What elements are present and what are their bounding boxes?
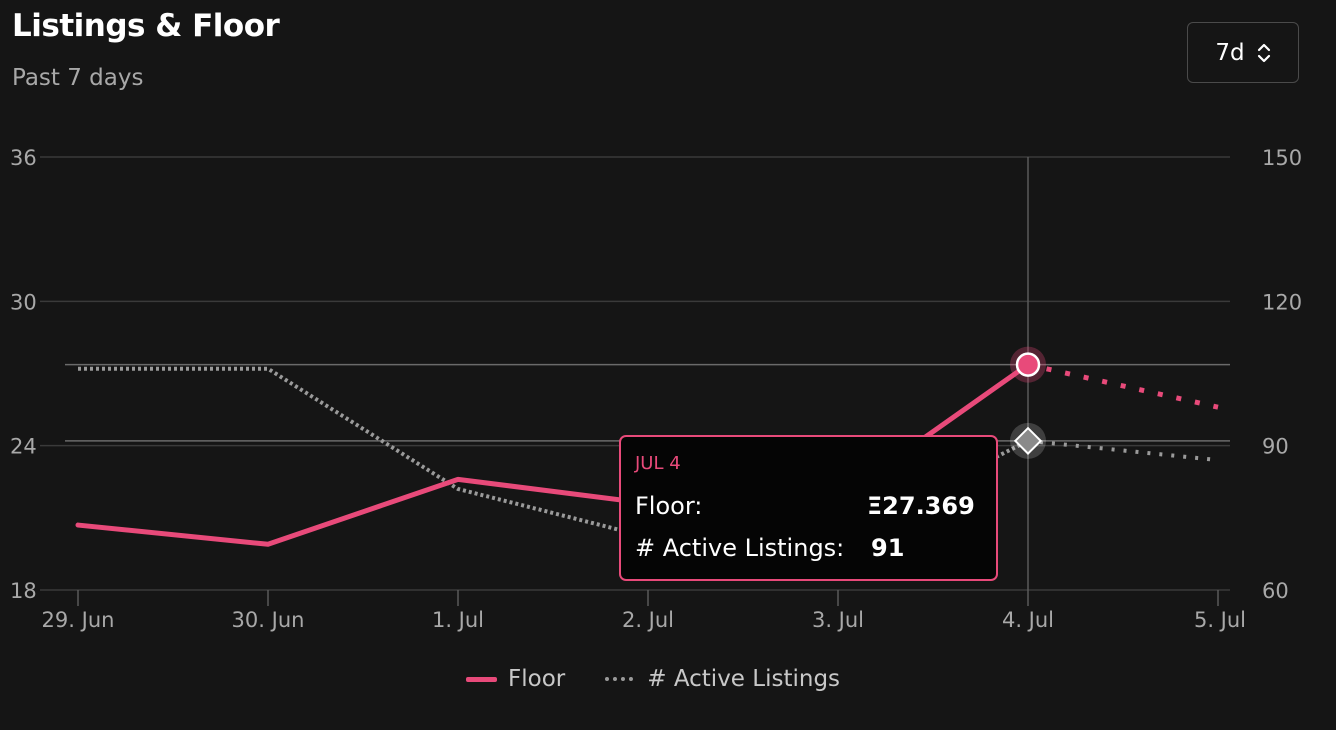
y-right-tick-label: 60 (1262, 579, 1289, 603)
x-tick-label: 4. Jul (1002, 608, 1054, 632)
tooltip-listings-label: # Active Listings: (635, 534, 845, 562)
listings-marker (1013, 426, 1043, 455)
chart-tooltip: JUL 4 Floor: Ξ27.369 # Active Listings: … (619, 435, 998, 581)
y-left-tick-label: 24 (10, 435, 37, 459)
chart-title: Listings & Floor (12, 8, 280, 44)
y-left-tick-label: 30 (10, 290, 37, 314)
floor-marker (1015, 352, 1041, 377)
x-tick-label: 30. Jun (232, 608, 305, 632)
chart-subtitle: Past 7 days (12, 65, 144, 91)
x-tick-label: 2. Jul (622, 608, 674, 632)
y-left-tick-label: 18 (10, 579, 37, 603)
floor-line-projected (1027, 362, 1219, 410)
tooltip-date: JUL 4 (635, 453, 681, 474)
legend-swatch-floor (466, 676, 497, 682)
legend-item-listings[interactable]: # Active Listings (565, 666, 840, 692)
legend-item-floor[interactable]: Floor (466, 666, 565, 692)
x-tick-label: 5. Jul (1194, 608, 1246, 632)
time-range-select[interactable]: 7d (1187, 22, 1299, 83)
tooltip-floor-label: Floor: (635, 492, 703, 520)
y-right-tick-label: 120 (1262, 290, 1302, 314)
chevron-up-down-icon (1257, 43, 1270, 62)
x-tick-label: 3. Jul (812, 608, 864, 632)
x-tick-label: 1. Jul (432, 608, 484, 632)
tooltip-listings-value: 91 (871, 534, 905, 562)
legend-swatch-listings (605, 677, 634, 681)
listings-line-projected (1027, 438, 1219, 463)
tooltip-floor-value: Ξ27.369 (867, 492, 975, 520)
x-tick-label: 29. Jun (42, 608, 115, 632)
legend-label-listings: # Active Listings (647, 666, 841, 692)
y-left-tick-label: 36 (10, 146, 37, 170)
chart-legend: Floor # Active Listings (466, 666, 840, 692)
y-right-tick-label: 90 (1262, 435, 1289, 459)
time-range-value: 7d (1215, 39, 1245, 66)
legend-label-floor: Floor (508, 666, 566, 692)
y-right-tick-label: 150 (1262, 146, 1302, 170)
